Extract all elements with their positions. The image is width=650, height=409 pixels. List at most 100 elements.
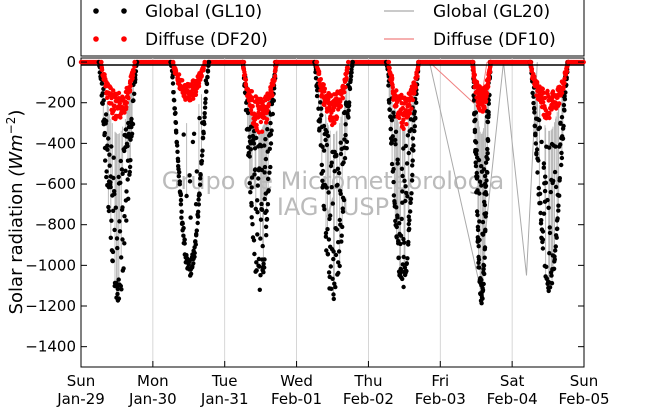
- data-point-global: [178, 202, 184, 207]
- data-point-global: [333, 252, 339, 258]
- data-point-global: [261, 270, 266, 275]
- data-point-global: [481, 263, 487, 268]
- data-point-global: [348, 77, 353, 83]
- data-point-diffuse: [117, 100, 123, 106]
- data-point-global: [108, 184, 113, 190]
- data-point-global: [249, 185, 254, 190]
- data-point-global: [332, 281, 337, 286]
- data-point-global: [483, 227, 488, 232]
- x-tick-label-date: Feb-01: [271, 390, 322, 408]
- data-point-global: [481, 266, 486, 272]
- data-point-global: [393, 218, 398, 224]
- data-point-diffuse: [131, 69, 136, 75]
- data-point-global: [410, 136, 416, 141]
- data-point-global: [192, 250, 197, 256]
- legend-marker-diffuse-df20: [93, 36, 99, 42]
- data-point-diffuse: [316, 71, 322, 77]
- data-point-global: [106, 136, 111, 141]
- data-point-global: [328, 264, 333, 269]
- data-point-diffuse: [272, 69, 278, 74]
- data-point-global: [399, 216, 404, 222]
- data-point-global: [333, 284, 338, 290]
- data-point-diffuse: [541, 90, 546, 96]
- data-point-diffuse: [273, 65, 278, 70]
- data-point-global: [477, 191, 482, 196]
- data-point-diffuse: [176, 72, 182, 77]
- data-point-global: [317, 119, 322, 124]
- data-point-global: [323, 234, 329, 239]
- data-point-diffuse: [264, 117, 270, 122]
- data-point-global: [400, 189, 405, 194]
- data-point-diffuse: [272, 78, 277, 83]
- data-point-global: [131, 98, 136, 103]
- data-point-global: [249, 215, 254, 220]
- data-point-global: [479, 301, 484, 306]
- data-point-global: [480, 287, 486, 293]
- data-point-diffuse: [196, 81, 202, 86]
- data-point-diffuse: [122, 110, 127, 115]
- data-point-global: [247, 134, 252, 140]
- x-tick-label-date: Feb-02: [343, 390, 394, 408]
- data-point-global: [111, 175, 116, 181]
- data-point-global: [558, 142, 563, 147]
- data-point-global: [319, 113, 324, 118]
- data-point-global: [204, 81, 210, 87]
- data-point-global: [482, 173, 488, 179]
- data-point-global: [562, 93, 567, 99]
- data-point-diffuse: [182, 91, 187, 96]
- data-point-global: [122, 148, 127, 154]
- data-point-global: [118, 180, 123, 185]
- data-point-diffuse: [254, 122, 259, 128]
- data-point-global: [202, 105, 208, 110]
- data-point-global: [335, 182, 340, 188]
- data-point-global: [197, 115, 202, 121]
- data-point-global: [532, 110, 537, 115]
- data-point-global: [538, 210, 543, 216]
- data-point-global: [176, 174, 181, 179]
- data-point-global: [263, 224, 269, 229]
- data-point-global: [116, 277, 121, 282]
- data-point-global: [391, 193, 397, 198]
- data-point-global: [409, 178, 415, 183]
- data-point-global: [554, 235, 559, 240]
- data-point-global: [557, 193, 562, 198]
- data-point-global: [122, 241, 127, 246]
- data-point-global: [533, 131, 538, 136]
- data-point-global: [324, 185, 329, 190]
- data-point-diffuse: [105, 95, 110, 101]
- data-point-global: [320, 144, 325, 149]
- data-point-global: [553, 144, 558, 149]
- data-point-global: [172, 106, 177, 111]
- x-tick-label-date: Feb-05: [558, 390, 609, 408]
- data-point-global: [112, 227, 117, 233]
- data-point-global: [545, 197, 550, 203]
- data-point-diffuse: [326, 96, 331, 102]
- data-point-global: [474, 170, 479, 176]
- data-point-global: [123, 127, 129, 132]
- data-point-diffuse: [394, 103, 399, 108]
- data-point-global: [270, 111, 275, 117]
- data-point-diffuse: [259, 129, 265, 134]
- data-point-global: [479, 292, 484, 298]
- data-point-diffuse: [342, 90, 347, 95]
- data-point-global: [559, 155, 565, 161]
- data-point-global: [252, 172, 257, 177]
- data-point-diffuse: [240, 59, 245, 65]
- data-point-global: [336, 270, 341, 276]
- data-point-global: [393, 137, 398, 143]
- data-point-global: [474, 151, 479, 157]
- data-point-global: [339, 233, 344, 238]
- data-point-global: [533, 141, 538, 146]
- data-point-global: [120, 237, 125, 242]
- data-point-diffuse: [265, 108, 270, 113]
- data-point-diffuse: [472, 72, 477, 78]
- data-point-global: [128, 158, 133, 163]
- y-axis-title-text: Solar radiation: [6, 177, 27, 315]
- data-point-global: [537, 125, 542, 130]
- data-point-global: [484, 178, 489, 183]
- data-point-global: [482, 271, 487, 277]
- data-point-global: [335, 166, 341, 171]
- data-point-global: [346, 108, 351, 113]
- data-point-global: [477, 265, 482, 270]
- data-point-global: [109, 144, 114, 149]
